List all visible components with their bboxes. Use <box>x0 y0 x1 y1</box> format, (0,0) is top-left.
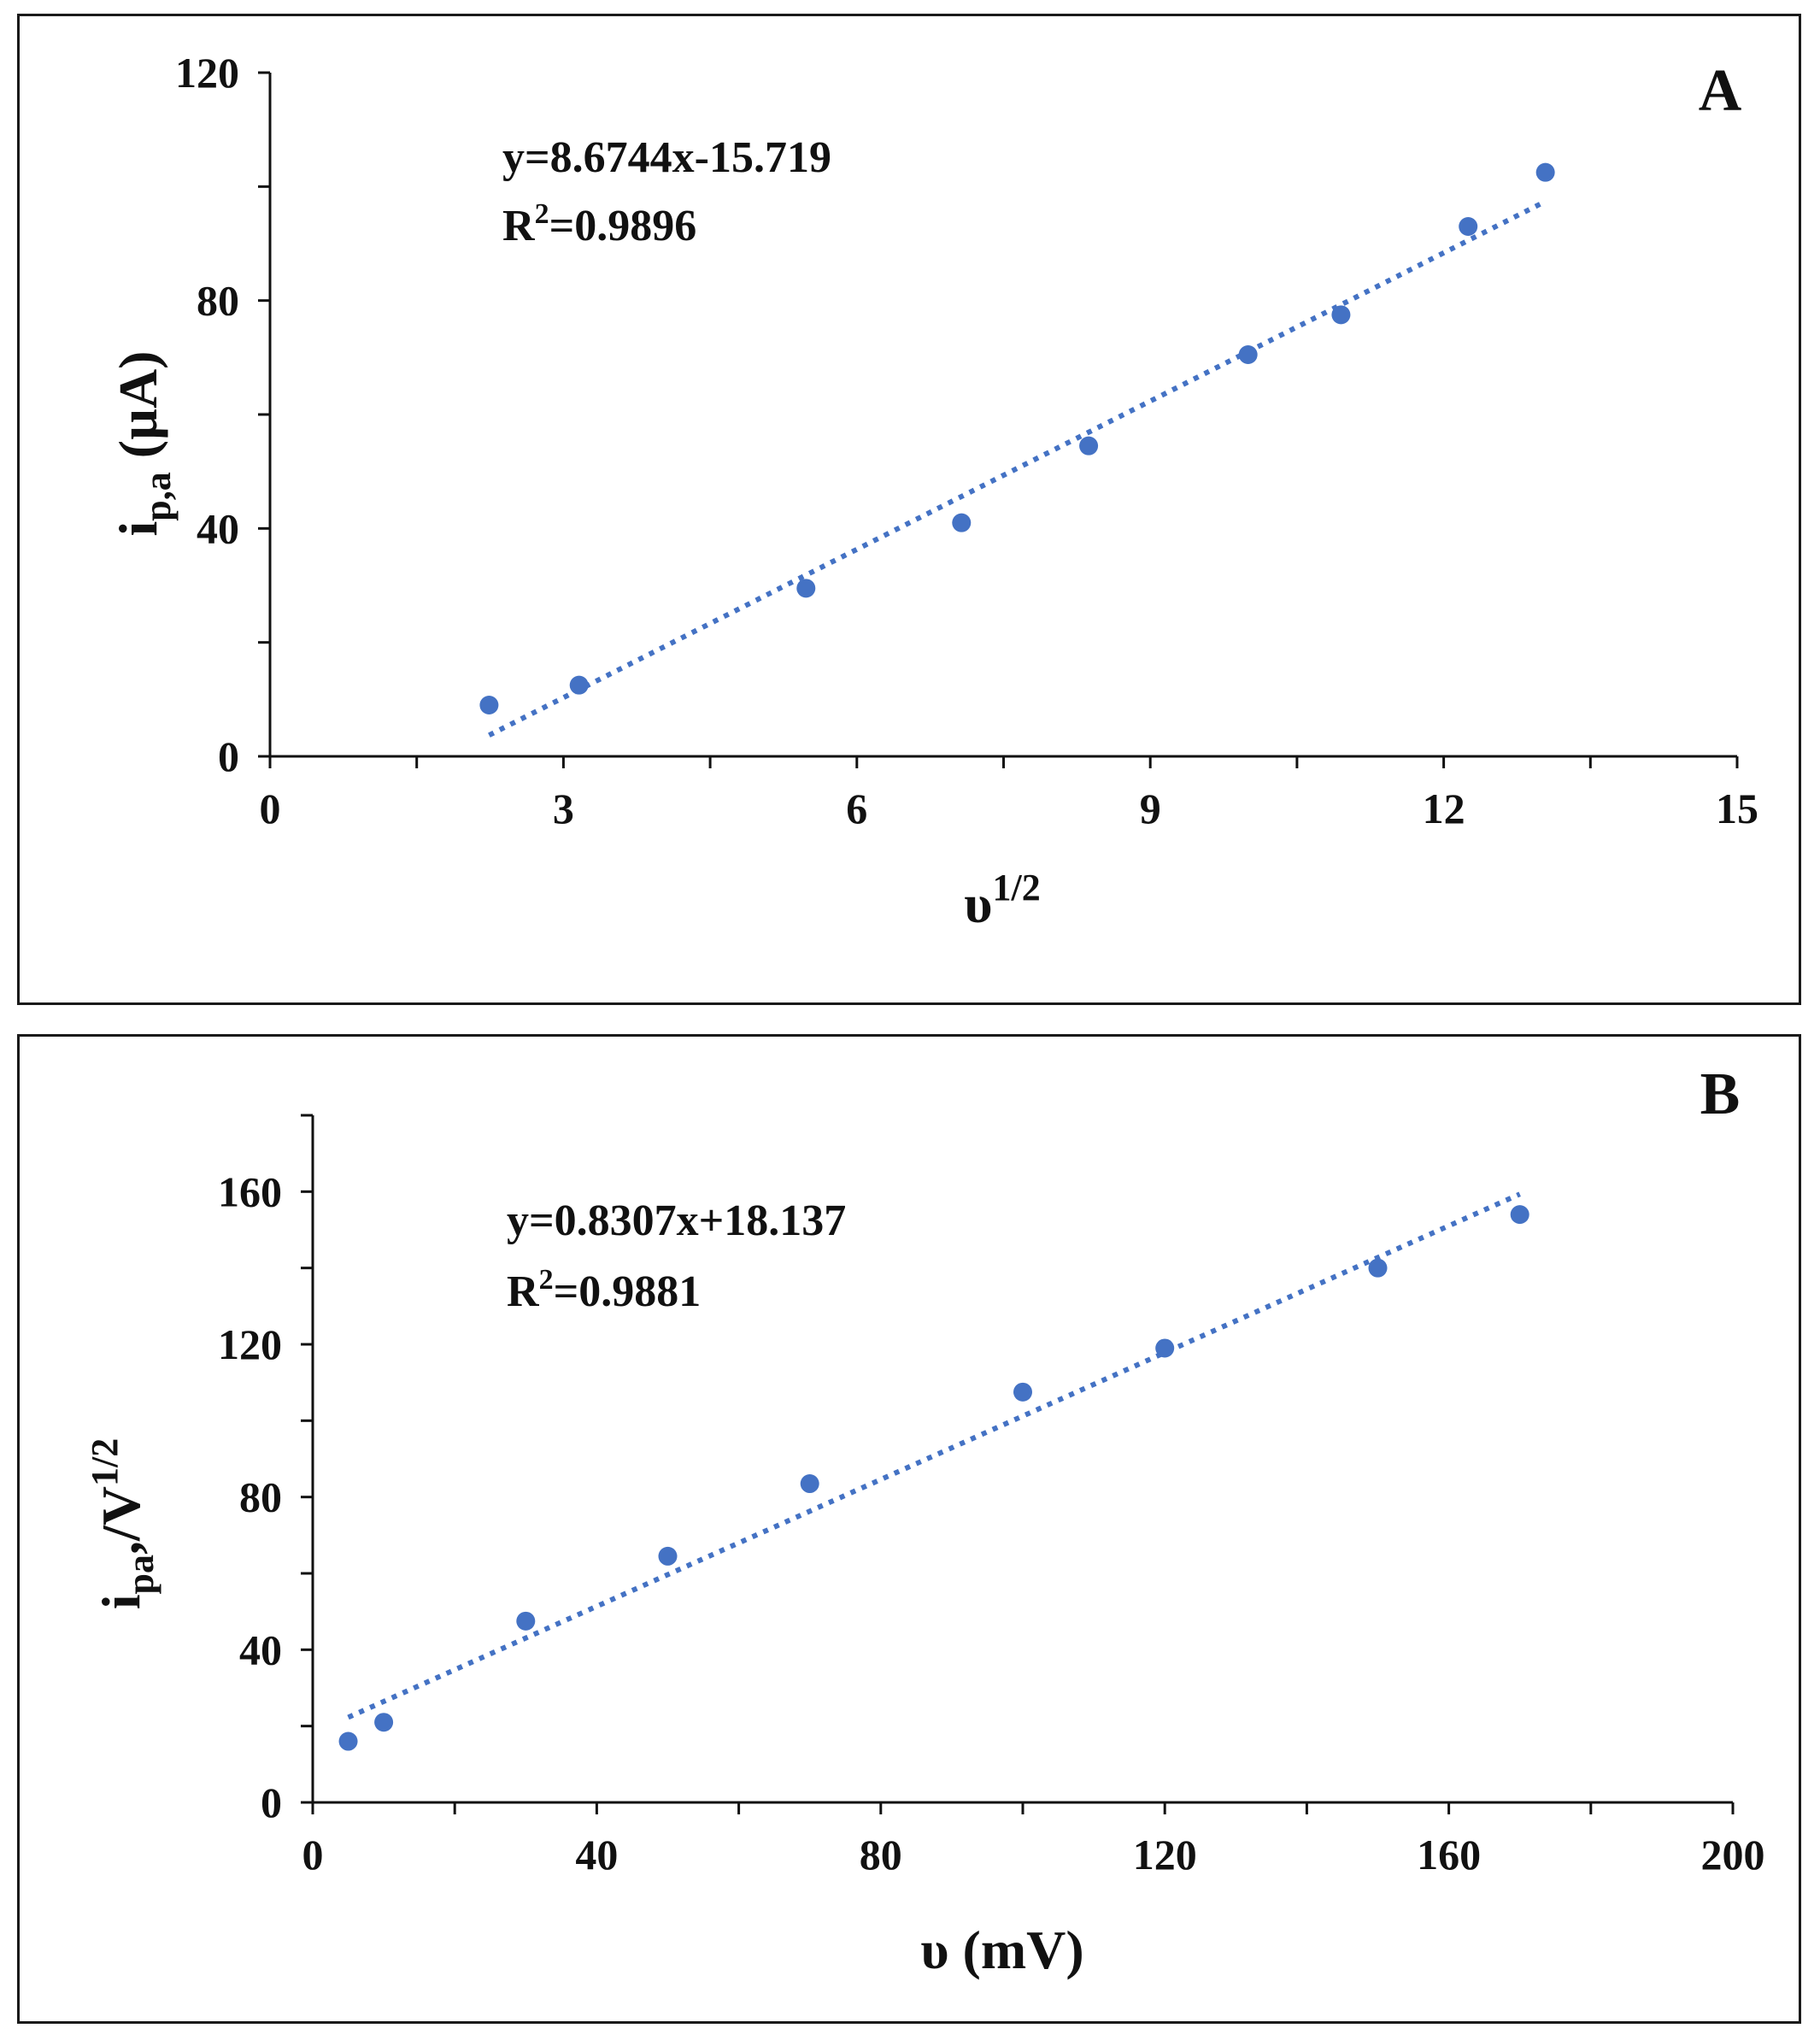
panel-letter-b: B <box>1700 1061 1741 1127</box>
r-squared-b: R2=0.9881 <box>507 1264 701 1316</box>
a-data-point <box>796 579 816 598</box>
a-x-tick-label: 15 <box>1716 785 1758 832</box>
panel-letter-a: A <box>1699 58 1742 124</box>
chart-panel-b: 0 40 80 120 160 200 0 40 80 120 160 B y=0.8307x+18… <box>17 1034 1801 2024</box>
x-axis-title-b: υ (mV) <box>920 1919 1083 1980</box>
a-trendline <box>488 199 1547 738</box>
b-data-point <box>338 1731 358 1751</box>
equation-b: y=0.8307x+18.137 <box>507 1196 846 1245</box>
a-y-tick-label: 120 <box>175 49 239 97</box>
b-data-point <box>1155 1338 1175 1358</box>
a-data-point <box>569 675 589 695</box>
b-y-tick-label: 160 <box>218 1167 282 1215</box>
b-data-point <box>1510 1205 1529 1225</box>
a-data-point <box>952 513 972 532</box>
b-x-tick-label: 200 <box>1701 1831 1765 1878</box>
b-data-point <box>800 1474 819 1494</box>
chart-b-svg: 0 40 80 120 160 200 0 40 80 120 160 B y=0.8307x+18… <box>84 1061 1765 1980</box>
b-data-point <box>374 1713 394 1732</box>
b-y-tick-label: 40 <box>239 1626 282 1673</box>
b-data-point <box>516 1611 536 1631</box>
a-y-tick-label: 80 <box>197 277 239 325</box>
a-data-point <box>1238 345 1258 364</box>
b-data-point <box>1013 1382 1032 1402</box>
b-trendline <box>347 1191 1521 1720</box>
a-y-tick-label: 0 <box>218 732 239 780</box>
a-data-point <box>1459 217 1478 236</box>
b-x-tick-label: 0 <box>302 1831 324 1878</box>
a-data-point <box>1079 436 1099 456</box>
a-x-tick-label: 3 <box>553 785 574 832</box>
b-x-tick-label: 120 <box>1133 1831 1197 1878</box>
b-x-tick-label: 40 <box>575 1831 618 1878</box>
x-axis-title-a: υ1/2 <box>964 867 1040 934</box>
a-y-tick-label: 40 <box>197 504 239 552</box>
a-data-point <box>479 696 499 714</box>
b-data-point <box>658 1546 678 1566</box>
b-y-tick-label: 80 <box>239 1473 282 1521</box>
b-y-tick-label: 120 <box>218 1320 282 1368</box>
chart-panel-a: 0 3 6 9 12 15 0 40 80 120 A y=8.6744x-15.719 R2=0… <box>17 14 1801 1005</box>
b-y-tick-label: 0 <box>261 1778 282 1826</box>
a-data-point <box>1535 162 1555 182</box>
a-x-tick-label: 12 <box>1423 785 1465 832</box>
a-x-tick-label: 6 <box>846 785 867 832</box>
chart-a-svg: 0 3 6 9 12 15 0 40 80 120 A y=8.6744x-15.719 R2=0… <box>108 49 1758 934</box>
y-axis-title-a: ip,a (µA) <box>108 351 179 537</box>
b-x-tick-label: 160 <box>1417 1831 1481 1878</box>
b-x-tick-label: 80 <box>860 1831 902 1878</box>
a-x-tick-label: 9 <box>1140 785 1161 832</box>
r-squared-a: R2=0.9896 <box>502 198 696 250</box>
equation-a: y=8.6744x-15.719 <box>502 133 831 182</box>
a-data-point <box>1331 305 1351 325</box>
y-axis-title-b: ipa,/V1/2 <box>84 1438 161 1610</box>
b-data-point <box>1368 1258 1388 1278</box>
a-x-tick-label: 0 <box>260 785 281 832</box>
